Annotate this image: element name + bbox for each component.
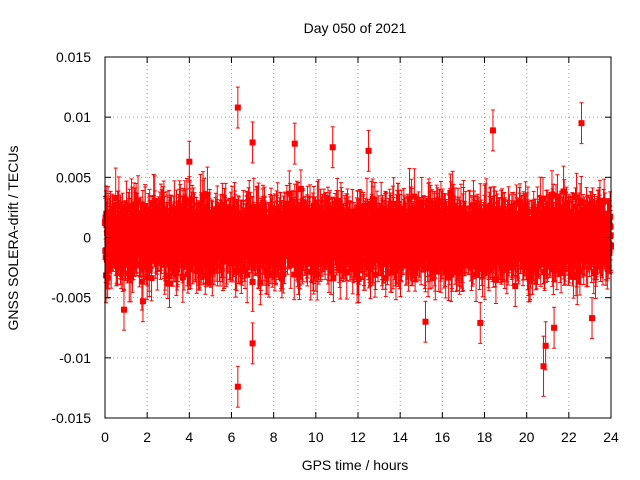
chart-title: Day 050 of 2021	[304, 20, 407, 36]
x-tick-label: 22	[561, 429, 577, 445]
y-tick-label: -0.005	[51, 290, 91, 306]
x-tick-label: 0	[101, 429, 109, 445]
data-point	[422, 300, 429, 343]
x-tick-label: 16	[435, 429, 451, 445]
data-point	[329, 126, 336, 169]
data-point	[489, 109, 496, 152]
data-point	[120, 288, 127, 331]
y-tick-label: 0	[83, 230, 91, 246]
y-tick-label: 0.01	[64, 109, 91, 125]
data-point	[477, 301, 484, 344]
x-tick-label: 8	[270, 429, 278, 445]
x-tick-label: 20	[519, 429, 535, 445]
data-point	[234, 86, 241, 129]
x-tick-label: 2	[143, 429, 151, 445]
data-point	[365, 129, 372, 172]
data-point	[249, 322, 256, 365]
x-tick-label: 4	[185, 429, 193, 445]
x-tick-label: 12	[350, 429, 366, 445]
data-point	[186, 140, 193, 183]
data-point	[249, 121, 256, 164]
data-points	[102, 86, 614, 408]
x-tick-label: 24	[603, 429, 619, 445]
data-point	[589, 297, 596, 340]
x-tick-label: 18	[477, 429, 493, 445]
x-tick-label: 10	[308, 429, 324, 445]
data-point	[551, 306, 558, 349]
y-tick-label: -0.015	[51, 410, 91, 426]
data-point	[578, 102, 585, 145]
data-point	[291, 122, 298, 165]
x-tick-label: 6	[228, 429, 236, 445]
y-tick-label: -0.01	[59, 350, 91, 366]
y-tick-label: 0.015	[56, 49, 91, 65]
x-tick-label: 14	[392, 429, 408, 445]
y-axis-title: GNSS SOLERA-drift / TECUs	[5, 146, 21, 331]
data-point	[234, 365, 241, 408]
y-tick-label: 0.005	[56, 169, 91, 185]
x-axis-title: GPS time / hours	[302, 457, 409, 473]
